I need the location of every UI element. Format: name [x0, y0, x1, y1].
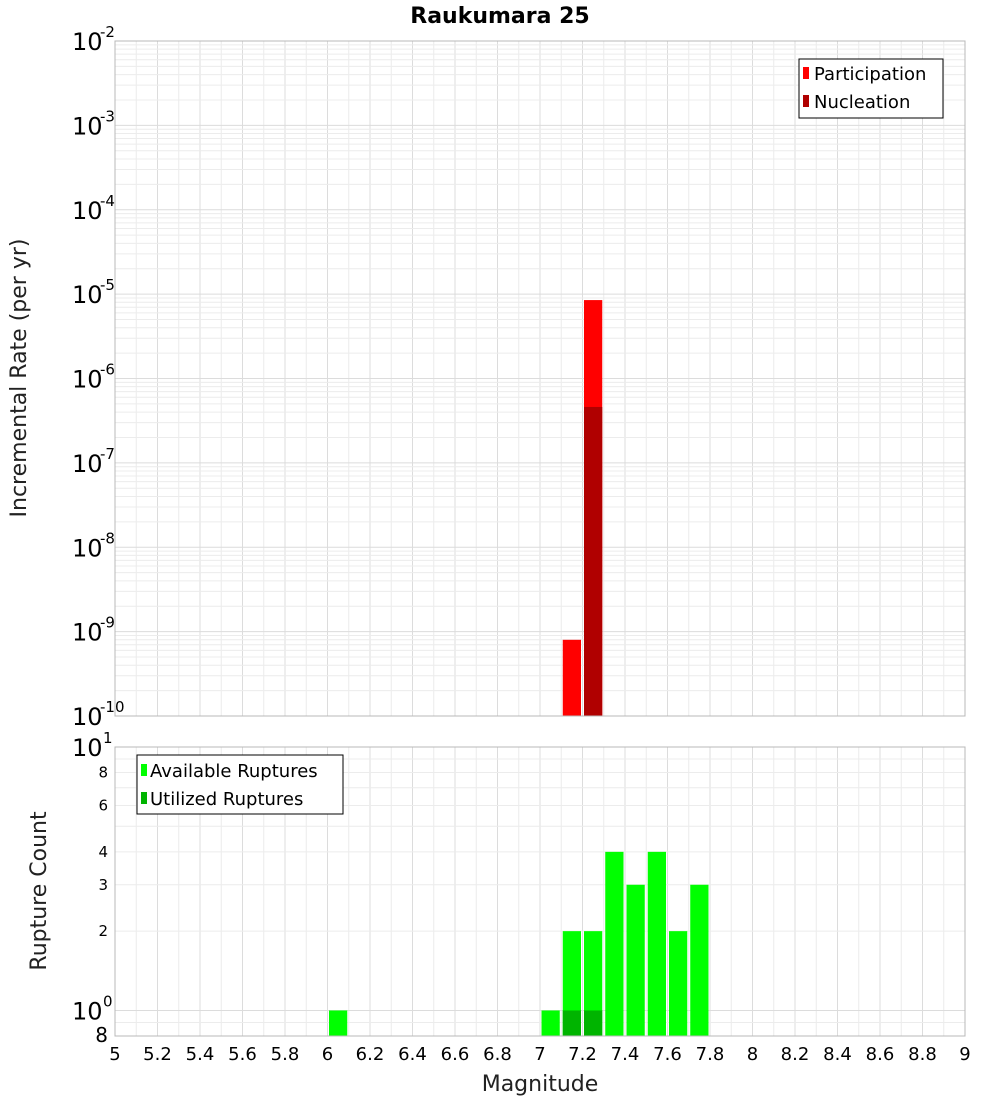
x-axis-label: Magnitude: [482, 1072, 599, 1097]
count-legend-box: [136, 754, 344, 815]
rate-y-tick-exponent: -7: [100, 445, 115, 463]
rate-y-tick-exponent: -3: [100, 107, 115, 125]
count-legend: Available Ruptures Utilized Ruptures: [136, 754, 344, 815]
count-bar-available-ruptures: [562, 931, 581, 1036]
utilized-legend-label: Utilized Ruptures: [150, 789, 303, 810]
x-tick-label: 7.8: [696, 1044, 725, 1065]
rate-y-tick-exponent: -8: [100, 529, 115, 547]
x-tick-label: 7: [534, 1044, 545, 1065]
rate-grid: [114, 41, 966, 717]
count-y-minor-tick-label: 4: [98, 843, 108, 861]
x-tick-label: 6.8: [483, 1044, 512, 1065]
count-y-axis-label: Rupture Count: [27, 811, 52, 971]
participation-legend-label: Participation: [814, 64, 926, 85]
x-tick-label: 8.6: [866, 1044, 895, 1065]
count-bar-available-ruptures: [541, 1010, 560, 1036]
available-legend-swatch: [141, 764, 147, 776]
chart-title: Raukumara 25: [410, 4, 589, 29]
rate-y-tick-label: 10: [72, 534, 103, 562]
x-tick-label: 9: [959, 1044, 970, 1065]
participation-legend-swatch: [803, 67, 809, 79]
x-tick-label: 6: [322, 1044, 333, 1065]
count-y-tick-label: 10: [72, 734, 103, 762]
available-legend-label: Available Ruptures: [150, 761, 318, 782]
x-tick-label: 7.6: [653, 1044, 682, 1065]
count-plot-frame: [114, 746, 966, 1037]
rate-y-tick-label: 10: [72, 450, 103, 478]
rate-bar-nucleation: [584, 406, 603, 716]
nucleation-legend-label: Nucleation: [814, 92, 910, 113]
count-bar-available-ruptures: [690, 884, 709, 1036]
count-y-minor-tick-label: 3: [98, 876, 108, 894]
x-tick-label: 5.2: [143, 1044, 172, 1065]
x-tick-label: 8.8: [908, 1044, 937, 1065]
x-tick-label: 8.4: [823, 1044, 852, 1065]
count-bars: [329, 851, 709, 1036]
rate-y-tick-exponent: -5: [100, 276, 115, 294]
x-tick-label: 7.4: [611, 1044, 640, 1065]
rate-y-tick-exponent: -6: [100, 361, 115, 379]
nucleation-legend-swatch: [803, 95, 809, 107]
rate-y-tick-label: 10: [72, 366, 103, 394]
x-tick-label: 6.6: [441, 1044, 470, 1065]
rate-y-tick-label: 10: [72, 112, 103, 140]
utilized-legend-swatch: [141, 792, 147, 804]
rate-y-tick-exponent: -2: [100, 23, 115, 41]
count-bar-available-ruptures: [329, 1010, 348, 1036]
x-tick-label: 5.6: [228, 1044, 257, 1065]
count-bar-utilized-ruptures: [562, 1010, 581, 1036]
x-tick-label: 5.4: [186, 1044, 215, 1065]
rate-y-tick-label: 10: [72, 703, 103, 731]
count-y-minor-tick-label: 6: [98, 796, 108, 814]
x-ticks: 5 5.2 5.4 5.6 5.8 6 6.2 6.4 6.6 6.8 7 7.2 7.4 7.6 7.8 8…: [109, 1044, 970, 1065]
rate-y-tick-label: 10: [72, 197, 103, 225]
x-tick-label: 5: [109, 1044, 120, 1065]
rate-y-tick-exponent: -10: [100, 698, 125, 716]
count-y-minor-tick-label: 2: [98, 922, 108, 940]
x-tick-label: 6.4: [398, 1044, 427, 1065]
rate-y-tick-exponent: -4: [100, 192, 115, 210]
rate-bar-participation: [562, 639, 581, 716]
x-tick-label: 8: [747, 1044, 758, 1065]
count-y-tick-label: 10: [72, 997, 103, 1025]
count-bar-available-ruptures: [584, 931, 603, 1036]
x-tick-label: 5.8: [271, 1044, 300, 1065]
rate-legend-box: [798, 58, 944, 119]
x-tick-label: 6.2: [356, 1044, 385, 1065]
rate-y-tick-label: 10: [72, 28, 103, 56]
x-tick-label: 7.2: [568, 1044, 597, 1065]
count-y-tick-exponent: 1: [103, 729, 113, 747]
rate-y-tick-label: 10: [72, 619, 103, 647]
rate-y-axis-label: Incremental Rate (per yr): [7, 239, 32, 518]
rate-y-tick-label: 10: [72, 281, 103, 309]
count-y-minor-tick-label: 8: [95, 1023, 108, 1047]
rate-plot-frame: [114, 40, 966, 717]
count-bar-available-ruptures: [626, 884, 645, 1036]
rate-y-tick-exponent: -9: [100, 614, 115, 632]
x-tick-label: 8.2: [781, 1044, 810, 1065]
count-bar-utilized-ruptures: [584, 1010, 603, 1036]
count-y-tick-exponent: 0: [103, 992, 113, 1010]
count-y-minor-tick-label: 8: [98, 764, 108, 782]
rate-bars: [562, 300, 603, 716]
rate-legend: Participation Nucleation: [798, 58, 944, 119]
count-bar-available-ruptures: [605, 851, 624, 1036]
count-bar-available-ruptures: [647, 851, 666, 1036]
count-bar-available-ruptures: [669, 931, 688, 1036]
